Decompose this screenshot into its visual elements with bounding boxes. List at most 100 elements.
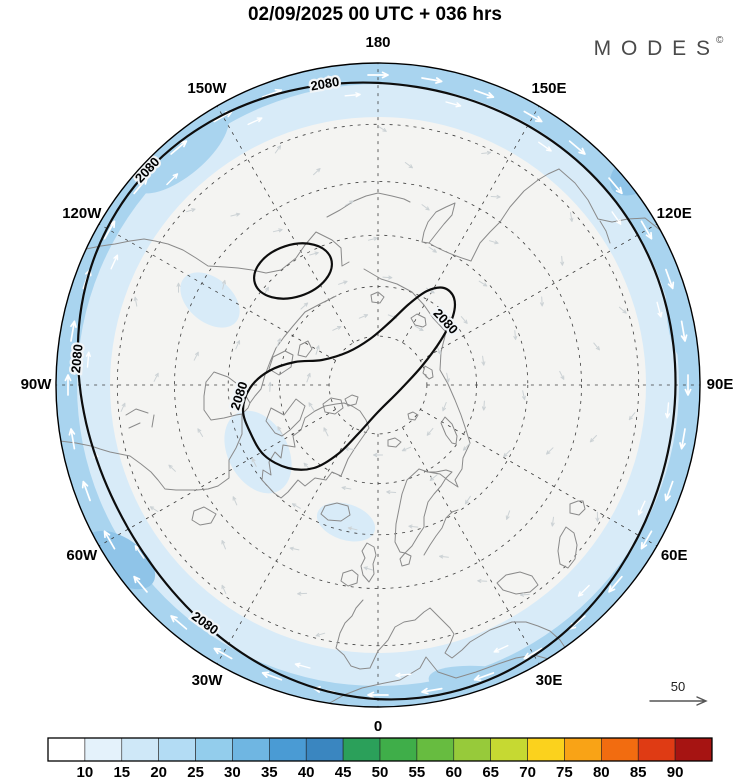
colorbar-cell [342, 737, 381, 762]
colorbar-cell [601, 737, 639, 762]
colorbar-tick-label: 55 [409, 764, 426, 781]
wind-arrow [332, 326, 342, 331]
coastline [326, 192, 411, 218]
wind-arrow [481, 150, 492, 155]
wind-arrow [493, 644, 509, 653]
wind-arrow [193, 351, 199, 361]
latitude-circle [116, 123, 640, 647]
wind-arrow [589, 435, 597, 443]
longitude-label: 120E [657, 205, 692, 222]
wind-arrow [546, 447, 554, 455]
wind-arrow [560, 255, 565, 266]
meridian-line [216, 105, 354, 343]
wind-arrow [550, 516, 555, 527]
wind-speed-shading-patch [84, 530, 156, 590]
colorbar-tick-label: 15 [113, 764, 130, 781]
graticule [56, 63, 700, 707]
colorbar-tick-label: 65 [482, 764, 499, 781]
coastline [428, 242, 472, 262]
coastline [322, 397, 344, 415]
wind-arrow [429, 474, 438, 481]
colorbar-tick-label: 10 [77, 764, 94, 781]
longitude-label: 150W [187, 80, 227, 97]
wind-arrow [363, 566, 374, 571]
wind-arrow [665, 402, 671, 419]
wind-arrow [231, 400, 236, 411]
longitude-label: 150E [531, 80, 566, 97]
longitude-label: 60E [661, 547, 688, 564]
wind-arrow [593, 342, 600, 351]
wind-arrow [442, 402, 447, 412]
wind-arrow [308, 402, 315, 411]
coastline [363, 268, 471, 488]
wind-arrow [540, 296, 544, 307]
colorbar-tick-label: 45 [335, 764, 352, 781]
coastline [558, 168, 673, 247]
wind-arrow [577, 584, 590, 597]
wind-arrow [213, 647, 233, 660]
height-contour-oval [253, 242, 333, 300]
coastline [268, 350, 294, 376]
wind-arrow [608, 177, 623, 195]
colorbar-cell [269, 737, 307, 762]
wind-arrow [133, 177, 148, 195]
wind-arrow [323, 427, 329, 437]
wind-arrow [268, 381, 273, 392]
wind-scale: 50 [649, 679, 708, 706]
wind-arrow [313, 75, 335, 83]
wind-arrow [235, 340, 241, 350]
wind-arrow [373, 453, 383, 457]
wind-arrow [489, 240, 499, 245]
longitude-label: 90E [707, 376, 734, 393]
wind-arrow [421, 77, 443, 84]
wind-arrow [170, 140, 188, 155]
wind-arrow [640, 220, 653, 240]
coastline [394, 468, 453, 554]
coastline [59, 413, 243, 491]
wind-arrow [395, 672, 412, 678]
colorbar-cell [47, 737, 86, 762]
wind-arrow [134, 545, 145, 559]
wind-arrow [428, 246, 437, 253]
wind-speed-shading-patch [131, 106, 229, 194]
wind-arrow [522, 390, 526, 401]
wind-arrow [665, 268, 675, 290]
wind-arrow [133, 575, 148, 593]
coastline [261, 402, 370, 499]
colorbar-cell [490, 737, 528, 762]
wind-arrow [306, 372, 311, 383]
colorbar-cell [232, 737, 270, 762]
colorbar-tick-label: 60 [445, 764, 462, 781]
colorbar-tick-label: 90 [667, 764, 684, 781]
map-title: 02/09/2025 00 UTC + 036 hrs [248, 4, 502, 25]
wind-arrow [70, 320, 77, 342]
longitude-label: 30W [192, 672, 224, 689]
wind-arrow [637, 500, 646, 516]
wind-arrow [247, 117, 263, 126]
wind-arrow [291, 503, 301, 509]
coastline [125, 408, 155, 429]
coastline [191, 506, 217, 526]
coastline [496, 571, 539, 595]
wind-arrow [523, 110, 543, 123]
wind-arrow [85, 351, 91, 368]
coastline [557, 526, 578, 569]
wind-arrow [656, 301, 663, 318]
wind-arrow [197, 428, 204, 437]
meridian-line [402, 105, 540, 343]
wind-arrow [401, 446, 412, 452]
contour-label: 2080 [68, 344, 85, 374]
wind-arrow [251, 457, 257, 467]
latitude-circle [227, 234, 529, 536]
coastline [422, 365, 434, 380]
wind-arrow [473, 672, 495, 682]
height-contour-inner [241, 286, 457, 471]
coastline [320, 502, 351, 522]
wind-arrow [559, 370, 565, 380]
wind-arrow [68, 428, 76, 450]
wind-arrow [110, 254, 119, 270]
coastline [85, 231, 350, 274]
wind-arrow [611, 211, 622, 225]
colorbar-cell [195, 737, 233, 762]
colorbar-cell [379, 737, 418, 762]
